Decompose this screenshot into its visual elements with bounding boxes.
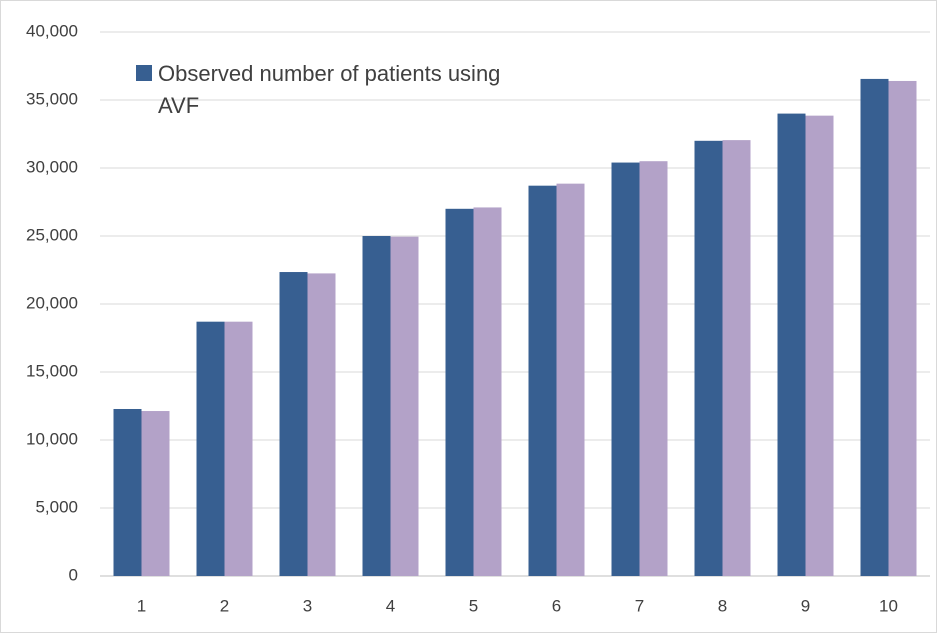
bar (362, 236, 391, 576)
bar (888, 80, 917, 577)
x-tick-label: 7 (635, 596, 644, 615)
y-tick-label: 25,000 (26, 225, 78, 244)
x-tick-label: 9 (801, 596, 810, 615)
x-tick-label: 1 (137, 596, 146, 615)
bar (445, 208, 474, 577)
bar (390, 236, 419, 576)
legend: Observed number of patients using AVF (136, 58, 528, 122)
x-tick-label: 10 (879, 596, 898, 615)
bar (196, 321, 225, 576)
bar (722, 140, 751, 576)
y-tick-label: 30,000 (26, 157, 78, 176)
x-tick-label: 4 (386, 596, 395, 615)
bar (777, 113, 806, 576)
bar (224, 321, 253, 576)
bar (113, 408, 142, 576)
legend-swatch (136, 65, 152, 81)
bar (528, 185, 557, 576)
bar (694, 140, 723, 577)
y-tick-label: 10,000 (26, 429, 78, 448)
y-tick-label: 5,000 (35, 497, 78, 516)
x-tick-label: 2 (220, 596, 229, 615)
y-tick-label: 0 (69, 565, 78, 584)
bar (141, 411, 170, 576)
bar (556, 183, 585, 576)
bar (611, 162, 640, 576)
bar (279, 272, 308, 576)
bar (805, 115, 834, 576)
y-tick-label: 15,000 (26, 361, 78, 380)
bar (639, 161, 668, 576)
x-tick-label: 6 (552, 596, 561, 615)
y-tick-label: 40,000 (26, 21, 78, 40)
y-tick-label: 20,000 (26, 293, 78, 312)
x-tick-label: 3 (303, 596, 312, 615)
legend-label: Observed number of patients using AVF (158, 61, 501, 118)
bar (307, 273, 336, 576)
bar (860, 78, 889, 577)
x-tick-label: 8 (718, 596, 727, 615)
x-tick-label: 5 (469, 596, 478, 615)
y-tick-label: 35,000 (26, 89, 78, 108)
bar (473, 207, 502, 576)
